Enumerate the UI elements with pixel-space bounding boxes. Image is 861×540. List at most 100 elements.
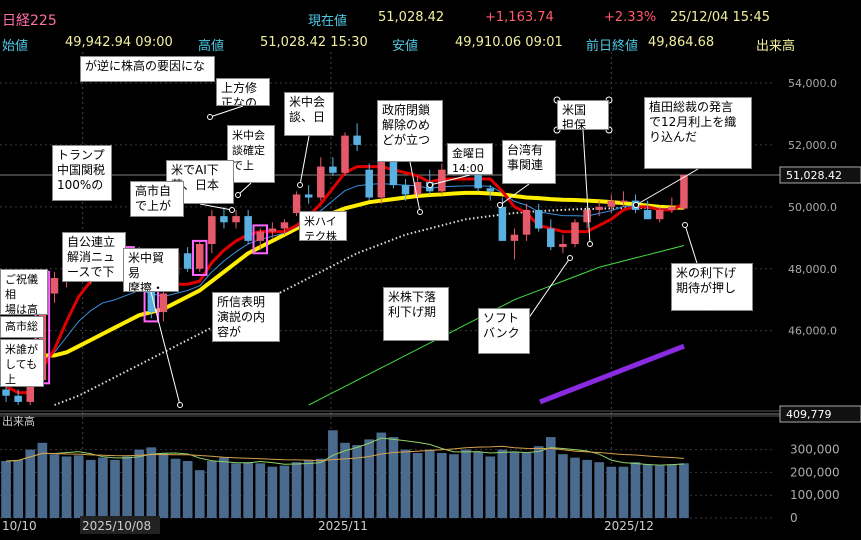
volume-bar (400, 449, 411, 518)
candle (14, 389, 22, 405)
volume-bar (170, 458, 181, 518)
chart-annotation[interactable]: 上方修 正なので (216, 78, 270, 106)
chart-annotation[interactable]: 米中会 談、日 (284, 92, 334, 136)
annotation-anchor (229, 207, 235, 213)
x-tick-label: 10/10 (2, 519, 37, 533)
volume-bar (122, 456, 132, 518)
high-value: 51,028.42 15:30 (260, 35, 368, 50)
chart-annotation[interactable]: 米国 担保 (557, 100, 609, 130)
candle (595, 200, 603, 217)
volume-bar (13, 459, 23, 518)
candle-body (619, 200, 628, 203)
annotation-pointer (429, 174, 471, 186)
volume-bar (182, 461, 193, 518)
annotation-pointer (150, 291, 181, 406)
chart-annotation[interactable]: 高市自 で上がって (130, 181, 184, 217)
candle-body (220, 216, 228, 223)
chart-annotation[interactable]: 金曜日 14:00 (447, 143, 493, 175)
candle-body (643, 209, 652, 220)
candle-body (195, 243, 204, 269)
volume-bar (315, 458, 326, 518)
volume-bar (630, 462, 641, 518)
chart-annotation[interactable]: が逆に株高の要因にな (80, 56, 215, 82)
chart-annotation[interactable]: 米の利下げ 期待が押し (671, 263, 753, 311)
volume-bar (667, 464, 677, 518)
candle-body (329, 166, 337, 173)
low-label: 安値 (392, 39, 419, 54)
volume-bar (388, 437, 399, 518)
candle-body (571, 222, 579, 244)
candle (195, 240, 204, 272)
candle (183, 247, 192, 272)
chart-annotation[interactable]: ソフト バンク (478, 308, 530, 354)
price-axis: 54,000.0 52,000.0 50,000.0 48,000.0 46,000.0… (2, 77, 861, 534)
candle (655, 206, 664, 223)
low-value: 49,910.06 09:01 (455, 35, 563, 50)
highlight-box (191, 239, 208, 276)
chart-annotation[interactable]: 植田総裁の発言 で12月利上を織 り込んだ (644, 97, 752, 169)
annotation-pointer (582, 129, 591, 245)
annotation-anchor (497, 202, 503, 208)
candle-body (583, 209, 591, 223)
annotation-anchor (235, 192, 241, 198)
volume-bar (1, 461, 11, 518)
candle-body (438, 169, 446, 192)
vol-tick-label: 200,000 (790, 465, 840, 479)
chart-annotation[interactable]: トランプ 中国関税 100%の (52, 145, 112, 201)
chart-annotation[interactable]: 米株下落 利下げ期 (383, 287, 449, 341)
y-tick-label: 46,000.0 (788, 325, 837, 338)
highlight-box (252, 224, 269, 255)
chart-annotation[interactable]: 米ハイ テク株 (299, 211, 347, 241)
volume-bar (582, 459, 592, 518)
candle-body (147, 284, 156, 313)
candle-body (668, 206, 676, 210)
candle (292, 191, 301, 217)
volume-bar (207, 461, 217, 518)
annotation-pointer (409, 161, 421, 213)
chart-annotation[interactable]: ご祝儀相 場は高市 (0, 269, 48, 315)
chart-annotation[interactable]: 台湾有 事関連 (502, 140, 556, 184)
chart-annotation[interactable]: 政府閉鎖 解除のめ どが立つ (377, 100, 443, 162)
volume-bar (328, 430, 338, 518)
volume-bar (243, 462, 253, 518)
chart-annotation[interactable]: 所信表明 演説の内 容が (212, 292, 280, 342)
volume-bar (352, 445, 362, 518)
candle (268, 222, 277, 238)
high-label: 高値 (198, 39, 225, 54)
volume-bar (110, 459, 120, 518)
ma75-line (54, 206, 684, 406)
chart-annotation[interactable]: 高市総 (0, 316, 44, 338)
candle (522, 203, 531, 241)
chart-annotation[interactable]: 米中貿易 摩擦・政 (123, 248, 179, 292)
volume-bar (85, 459, 96, 518)
volume-bar (594, 462, 605, 518)
volume-bar (424, 449, 435, 518)
candle-body (2, 389, 10, 396)
chart-annotation[interactable]: 米中会 談確定 で上 (227, 125, 275, 183)
y-tick-label: 54,000.0 (788, 77, 837, 90)
candle-body (365, 169, 373, 198)
candle (244, 209, 252, 244)
chart-annotation[interactable]: 米誰が しても上 動きま (0, 339, 44, 387)
volume-bar (376, 432, 387, 518)
annotation-anchor (567, 255, 573, 261)
candle-body (232, 216, 240, 223)
candle-body (304, 194, 313, 198)
volume-bar (679, 463, 689, 518)
candle-body (655, 209, 664, 220)
volume-ma-short (6, 437, 684, 466)
annotation-pointer (209, 105, 244, 118)
chart-annotation[interactable]: 自公連立 解消ニュ ースで下 (62, 232, 126, 282)
candle-body (256, 231, 265, 241)
candle-body (413, 182, 422, 195)
annotation-anchor (587, 241, 593, 247)
volume-bar (219, 457, 229, 518)
candle (559, 234, 567, 254)
volume-bar (340, 442, 350, 518)
volume-label: 出来高 (756, 39, 796, 54)
candle-body (547, 228, 555, 248)
candle-body (292, 194, 301, 214)
candle-body (244, 216, 252, 241)
candle (668, 197, 676, 214)
